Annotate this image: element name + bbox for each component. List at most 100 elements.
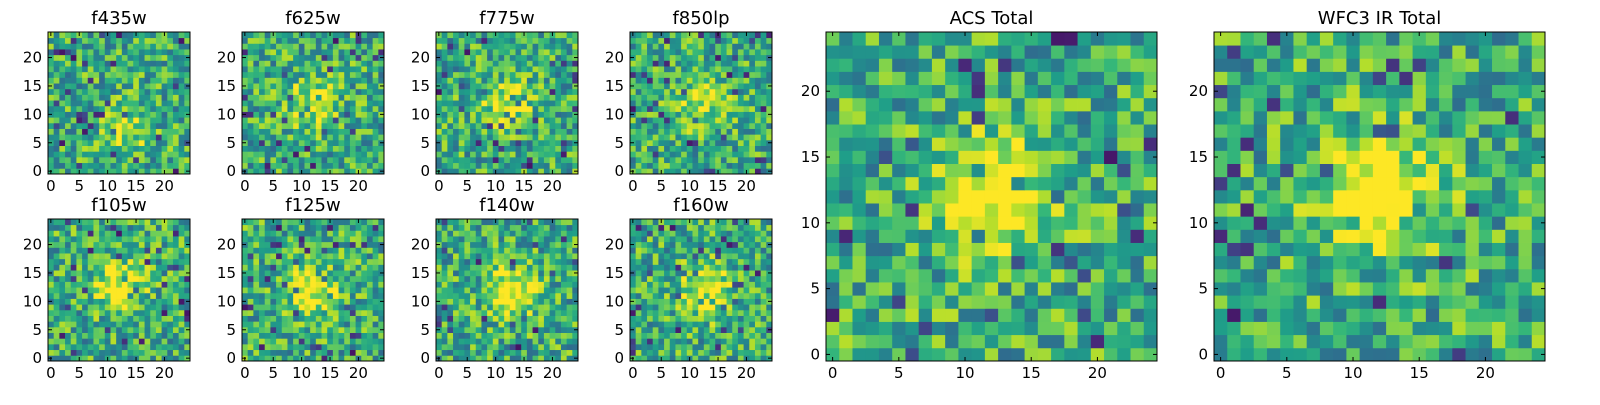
heatmap-cell <box>698 123 704 129</box>
heatmap-cell <box>373 259 379 265</box>
heatmap-cell <box>344 134 350 140</box>
heatmap-cell <box>99 151 105 157</box>
heatmap-cell <box>322 276 328 282</box>
heatmap-cell <box>367 242 373 248</box>
heatmap-cell <box>333 355 339 361</box>
heatmap-cell <box>510 321 516 327</box>
heatmap-cell <box>447 253 453 259</box>
heatmap-cell <box>150 321 156 327</box>
heatmap-cell <box>128 327 134 333</box>
heatmap-cell <box>504 134 510 140</box>
heatmap-cell <box>710 117 716 123</box>
heatmap-cell <box>732 355 738 361</box>
heatmap-cell <box>476 355 482 361</box>
heatmap-cell <box>470 242 476 248</box>
heatmap-cell <box>367 299 373 305</box>
heatmap-cell <box>265 146 271 152</box>
heatmap-cell <box>76 327 82 333</box>
y-tick-label: 5 <box>32 134 42 152</box>
heatmap-cell <box>282 77 288 83</box>
heatmap-cell <box>76 100 82 106</box>
heatmap-cell <box>361 355 367 361</box>
heatmap-cell <box>71 264 77 270</box>
heatmap-cell <box>299 49 305 55</box>
heatmap-cell <box>436 49 442 55</box>
heatmap-cell <box>356 264 362 270</box>
heatmap-cell <box>167 293 173 299</box>
heatmap-cell <box>99 106 105 112</box>
heatmap-cell <box>641 270 647 276</box>
y-tick-label: 5 <box>420 321 430 339</box>
heatmap-cell <box>470 157 476 163</box>
heatmap-cell <box>71 94 77 100</box>
heatmap-cell <box>356 77 362 83</box>
heatmap-cell <box>572 264 578 270</box>
heatmap-cell <box>333 129 339 135</box>
heatmap-cell <box>636 100 642 106</box>
heatmap-cell <box>253 247 259 253</box>
heatmap-cell <box>361 32 367 38</box>
heatmap-cell <box>82 281 88 287</box>
heatmap-cell <box>88 146 94 152</box>
heatmap-cell <box>110 338 116 344</box>
heatmap-cell <box>259 355 265 361</box>
heatmap-cell <box>322 304 328 310</box>
heatmap-cell <box>436 247 442 253</box>
heatmap-cell <box>116 299 122 305</box>
heatmap-cell <box>322 43 328 49</box>
heatmap-cell <box>322 321 328 327</box>
heatmap-cell <box>82 146 88 152</box>
heatmap-cell <box>150 253 156 259</box>
heatmap-cell <box>544 49 550 55</box>
heatmap-cell <box>561 168 567 174</box>
heatmap-cell <box>464 117 470 123</box>
heatmap-cell <box>493 151 499 157</box>
heatmap-cell <box>567 259 573 265</box>
heatmap-cell <box>156 350 162 356</box>
heatmap-cell <box>447 310 453 316</box>
heatmap-cell <box>116 163 122 169</box>
heatmap-cell <box>727 151 733 157</box>
heatmap-cell <box>248 304 254 310</box>
heatmap-cell <box>550 242 556 248</box>
heatmap-cell <box>527 140 533 146</box>
heatmap-cell <box>133 43 139 49</box>
heatmap-cell <box>179 219 185 225</box>
heatmap-cell <box>150 259 156 265</box>
heatmap-cell <box>156 32 162 38</box>
heatmap-cell <box>470 146 476 152</box>
heatmap-cell <box>538 129 544 135</box>
heatmap-cell <box>675 281 681 287</box>
heatmap-cell <box>327 281 333 287</box>
heatmap-cell <box>476 129 482 135</box>
heatmap-cell <box>641 304 647 310</box>
heatmap-cell <box>76 242 82 248</box>
heatmap-cell <box>721 83 727 89</box>
heatmap-cell <box>681 117 687 123</box>
heatmap-cell <box>493 287 499 293</box>
heatmap-cell <box>167 327 173 333</box>
heatmap-cell <box>681 146 687 152</box>
heatmap-cell <box>145 117 151 123</box>
heatmap-cell <box>339 117 345 123</box>
heatmap-cell <box>282 350 288 356</box>
heatmap-cell <box>510 49 516 55</box>
heatmap-cell <box>641 60 647 66</box>
heatmap-cell <box>436 129 442 135</box>
heatmap-cell <box>630 163 636 169</box>
heatmap-cell <box>470 253 476 259</box>
heatmap-cell <box>681 134 687 140</box>
heatmap-cell <box>630 157 636 163</box>
heatmap-cell <box>698 157 704 163</box>
heatmap-cell <box>367 264 373 270</box>
heatmap-cell <box>59 236 65 242</box>
heatmap-cell <box>322 83 328 89</box>
heatmap-cell <box>749 355 755 361</box>
heatmap-cell <box>65 157 71 163</box>
heatmap-cell <box>653 293 659 299</box>
heatmap-cell <box>664 43 670 49</box>
heatmap-cell <box>630 134 636 140</box>
heatmap-cell <box>658 140 664 146</box>
heatmap-cell <box>322 287 328 293</box>
